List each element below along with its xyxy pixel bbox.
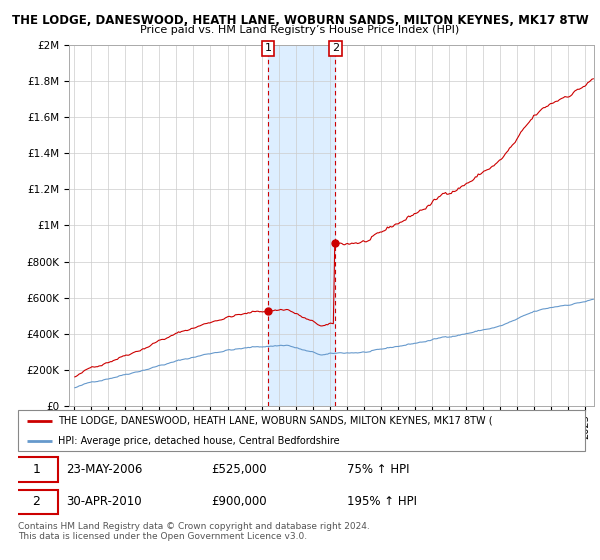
Text: 1: 1 bbox=[32, 463, 40, 476]
Text: 2: 2 bbox=[32, 496, 40, 508]
Text: 23-MAY-2006: 23-MAY-2006 bbox=[66, 463, 143, 476]
FancyBboxPatch shape bbox=[15, 458, 58, 482]
FancyBboxPatch shape bbox=[15, 489, 58, 514]
Text: £525,000: £525,000 bbox=[211, 463, 266, 476]
Text: HPI: Average price, detached house, Central Bedfordshire: HPI: Average price, detached house, Cent… bbox=[58, 436, 340, 446]
FancyBboxPatch shape bbox=[18, 410, 585, 451]
Text: THE LODGE, DANESWOOD, HEATH LANE, WOBURN SANDS, MILTON KEYNES, MK17 8TW (: THE LODGE, DANESWOOD, HEATH LANE, WOBURN… bbox=[58, 416, 493, 426]
Text: 30-APR-2010: 30-APR-2010 bbox=[66, 496, 142, 508]
Text: Contains HM Land Registry data © Crown copyright and database right 2024.
This d: Contains HM Land Registry data © Crown c… bbox=[18, 522, 370, 542]
Text: 195% ↑ HPI: 195% ↑ HPI bbox=[347, 496, 417, 508]
Text: 1: 1 bbox=[265, 44, 272, 53]
Text: Price paid vs. HM Land Registry’s House Price Index (HPI): Price paid vs. HM Land Registry’s House … bbox=[140, 25, 460, 35]
Text: 2: 2 bbox=[332, 44, 339, 53]
Text: 75% ↑ HPI: 75% ↑ HPI bbox=[347, 463, 409, 476]
Text: £900,000: £900,000 bbox=[211, 496, 266, 508]
Text: THE LODGE, DANESWOOD, HEATH LANE, WOBURN SANDS, MILTON KEYNES, MK17 8TW: THE LODGE, DANESWOOD, HEATH LANE, WOBURN… bbox=[11, 14, 589, 27]
Bar bbox=[268, 45, 335, 406]
